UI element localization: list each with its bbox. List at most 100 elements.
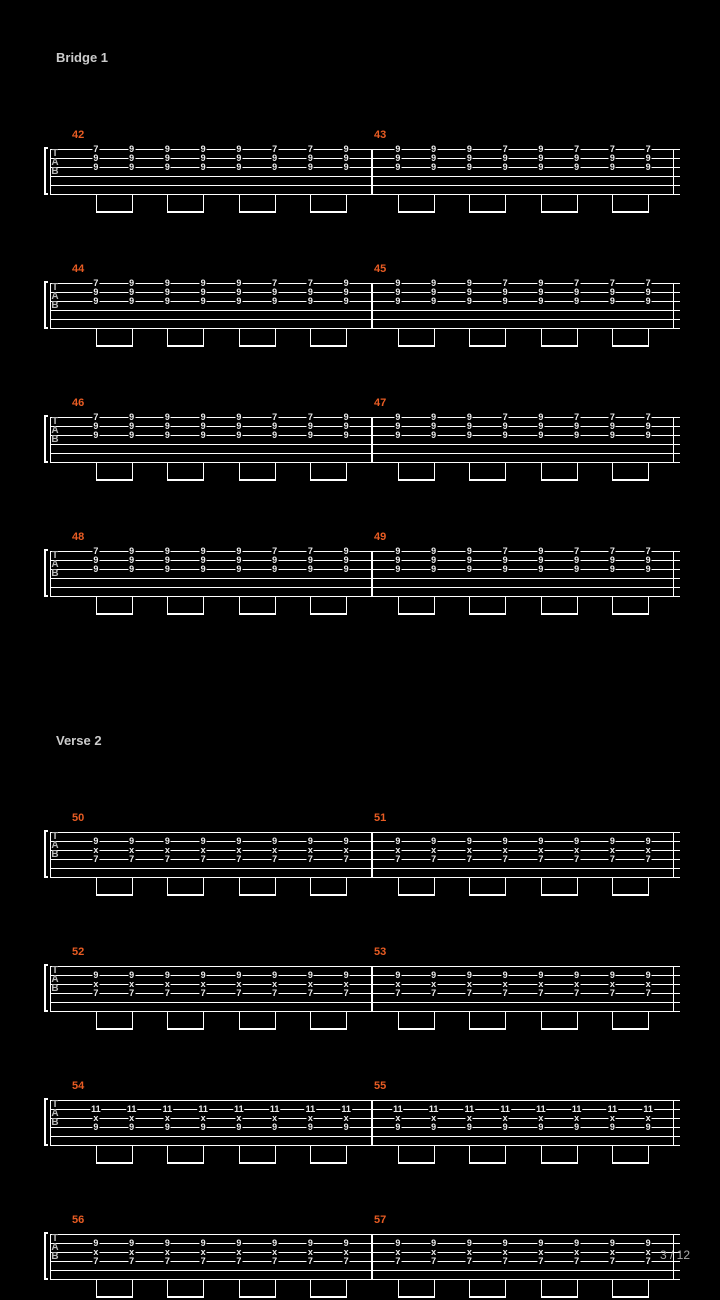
fret-number: 9 <box>164 413 171 421</box>
beats: 799999999999999799799999 <box>78 283 364 343</box>
fret-number: 9 <box>466 163 473 171</box>
beat: 799 <box>257 417 293 477</box>
measure-number: 46 <box>72 397 84 409</box>
beat: 999 <box>416 149 452 209</box>
note-stem <box>203 877 204 895</box>
fret-number: 7 <box>235 1257 242 1265</box>
fret-number: 7 <box>92 989 99 997</box>
fret-number: 7 <box>573 855 580 863</box>
beat: 9x7 <box>221 832 257 892</box>
beam <box>167 479 204 481</box>
beat: 799 <box>630 417 666 477</box>
fret-number: 9 <box>466 431 473 439</box>
beat: 799 <box>559 283 595 343</box>
system-bracket <box>44 147 48 195</box>
note-stem <box>577 1145 578 1163</box>
fret-number: 9 <box>430 288 437 296</box>
fret-number: 7 <box>645 279 652 287</box>
measure-number: 43 <box>374 129 386 141</box>
barline <box>372 1234 373 1279</box>
note-stem <box>203 194 204 212</box>
fret-number: 9 <box>271 297 278 305</box>
beam <box>398 479 435 481</box>
note-stem <box>398 328 399 346</box>
fret-number: 7 <box>609 547 616 555</box>
beats: 9x79x79x79x79x79x79x79x7 <box>78 966 364 1026</box>
fret-number: 9 <box>200 837 207 845</box>
fret-number: 9 <box>645 297 652 305</box>
fret-number: 9 <box>92 163 99 171</box>
fret-number: 9 <box>271 971 278 979</box>
fret-number: 9 <box>394 547 401 555</box>
fret-number: 9 <box>235 279 242 287</box>
beam <box>469 479 506 481</box>
note-stem <box>577 194 578 212</box>
note-stem <box>648 1279 649 1297</box>
fret-number: 9 <box>537 431 544 439</box>
fret-number: 9 <box>645 288 652 296</box>
beat: 799 <box>78 149 114 209</box>
fret-number: 9 <box>164 1123 171 1131</box>
barline <box>372 283 373 328</box>
beat: 799 <box>630 283 666 343</box>
note-stem <box>398 194 399 212</box>
beam <box>541 613 578 615</box>
system-bracket <box>44 1232 48 1280</box>
beat: 9x7 <box>523 1234 559 1294</box>
beat: 799 <box>293 551 329 611</box>
fret-number: 7 <box>394 1257 401 1265</box>
fret-number: 9 <box>609 565 616 573</box>
note-stem <box>96 1145 97 1163</box>
fret-number: 9 <box>128 431 135 439</box>
fret-number: 9 <box>271 1239 278 1247</box>
fret-number: x <box>394 846 401 854</box>
beat: 999 <box>328 149 364 209</box>
fret-number: 9 <box>394 1239 401 1247</box>
tab-page: Bridge 1TAB42799999999999999799799999439… <box>0 0 720 1300</box>
fret-number: 9 <box>92 154 99 162</box>
note-stem <box>612 194 613 212</box>
fret-number: 7 <box>609 855 616 863</box>
fret-number: 9 <box>537 163 544 171</box>
note-stem <box>310 1145 311 1163</box>
fret-number: x <box>92 846 99 854</box>
barline <box>673 1100 674 1145</box>
fret-number: 7 <box>235 989 242 997</box>
fret-number: x <box>200 846 207 854</box>
note-stem <box>132 596 133 614</box>
fret-number: 9 <box>537 837 544 845</box>
note-stem <box>505 328 506 346</box>
fret-number: 9 <box>271 422 278 430</box>
note-stem <box>239 1145 240 1163</box>
measure: 42799999999999999799799999 <box>70 129 372 215</box>
fret-number: 9 <box>307 431 314 439</box>
fret-number: 9 <box>164 837 171 845</box>
fret-number: 7 <box>394 855 401 863</box>
beat: 9x7 <box>293 966 329 1026</box>
beam <box>239 345 276 347</box>
fret-number: 9 <box>307 837 314 845</box>
fret-number: 9 <box>164 422 171 430</box>
fret-number: 9 <box>609 163 616 171</box>
fret-number: 9 <box>307 163 314 171</box>
note-stem <box>612 1279 613 1297</box>
note-stem <box>612 328 613 346</box>
note-stem <box>398 462 399 480</box>
measure-number: 47 <box>374 397 386 409</box>
fret-number: x <box>645 1114 652 1122</box>
beat: 11x9 <box>293 1100 329 1160</box>
beat: 9x7 <box>487 1234 523 1294</box>
beat: 9x7 <box>293 832 329 892</box>
beats: 9x79x79x79x79x79x79x79x7 <box>380 832 666 892</box>
note-stem <box>167 328 168 346</box>
fret-number: 11 <box>535 1105 547 1113</box>
beat: 799 <box>487 283 523 343</box>
measures: 529x79x79x79x79x79x79x79x7539x79x79x79x7… <box>70 946 674 1032</box>
beam <box>612 1028 649 1030</box>
fret-number: 9 <box>164 547 171 555</box>
fret-number: 7 <box>573 547 580 555</box>
fret-number: 9 <box>537 297 544 305</box>
measures: 509x79x79x79x79x79x79x79x7519x79x79x79x7… <box>70 812 674 898</box>
fret-number: 7 <box>645 413 652 421</box>
note-stem <box>96 328 97 346</box>
